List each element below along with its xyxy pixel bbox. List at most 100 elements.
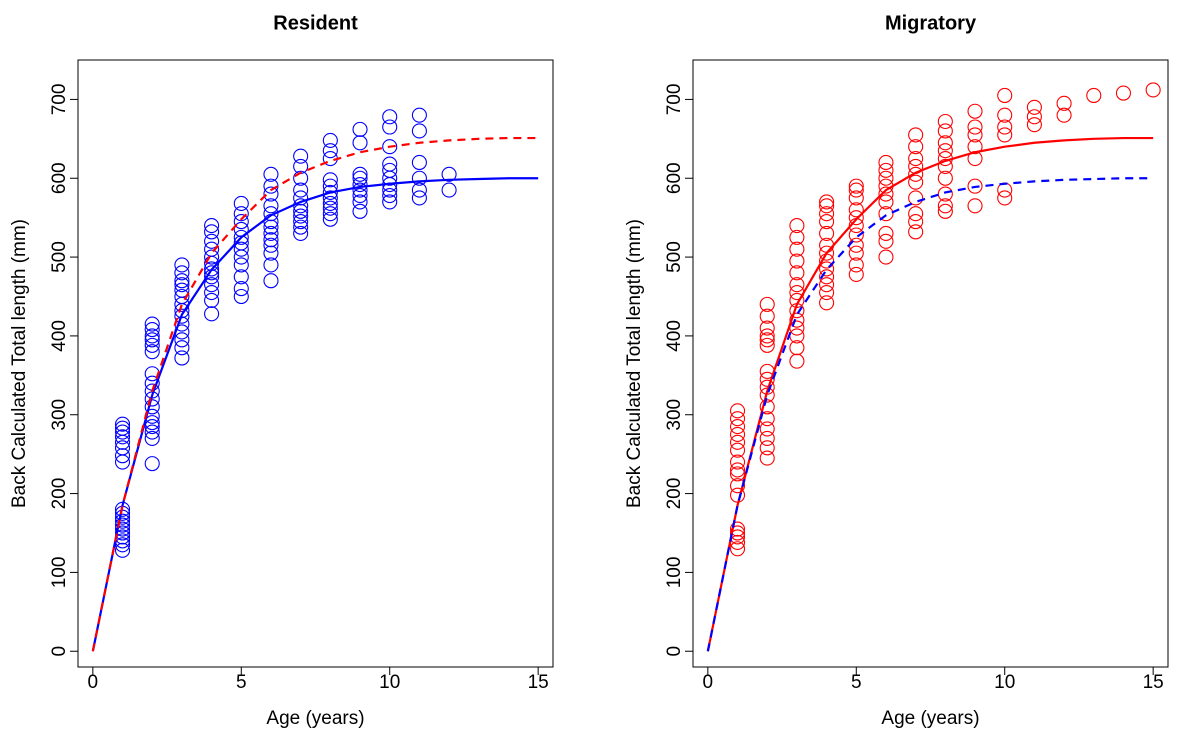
- data-point: [937, 158, 953, 174]
- dashed-curve: [706, 177, 1154, 652]
- data-point: [263, 198, 279, 214]
- data-point: [411, 190, 427, 206]
- data-point: [233, 214, 249, 230]
- y-tick-label: 400: [664, 320, 685, 352]
- y-tick-label: 500: [49, 241, 70, 273]
- data-point: [233, 288, 249, 305]
- data-point: [263, 232, 279, 248]
- data-point: [144, 344, 160, 360]
- data-point: [759, 328, 775, 344]
- data-point: [233, 206, 249, 222]
- data-point: [204, 261, 220, 277]
- data-point: [937, 186, 953, 202]
- data-point: [204, 233, 220, 249]
- data-point: [114, 440, 131, 456]
- data-point: [293, 219, 309, 235]
- data-point: [144, 424, 160, 440]
- data-point: [908, 139, 924, 155]
- plot-box: [77, 59, 554, 668]
- panel: Migratory Age (years) Back Calculated Tota…: [624, 12, 1169, 729]
- data-point: [144, 456, 160, 472]
- data-point: [729, 434, 746, 450]
- x-tick-label: 5: [851, 672, 862, 693]
- data-point: [908, 127, 924, 143]
- data-point: [204, 285, 220, 301]
- data-point: [411, 154, 427, 171]
- data-point: [233, 281, 249, 297]
- data-point: [293, 225, 309, 241]
- data-point: [878, 206, 894, 222]
- x-axis-label: Age (years): [266, 708, 364, 729]
- data-point: [819, 277, 835, 293]
- data-point: [382, 194, 398, 210]
- data-point: [352, 177, 368, 193]
- data-point: [144, 316, 160, 332]
- y-tick-label: 200: [49, 478, 70, 510]
- data-point: [352, 121, 368, 137]
- data-point: [789, 241, 805, 257]
- data-point: [759, 421, 775, 437]
- data-point: [174, 308, 190, 324]
- data-point: [114, 416, 131, 432]
- data-point: [878, 233, 894, 249]
- y-tick-label: 600: [664, 162, 685, 194]
- data-point: [114, 424, 131, 440]
- data-point: [263, 257, 279, 273]
- data-point: [263, 245, 279, 261]
- data-point: [1115, 85, 1132, 101]
- data-point: [174, 265, 190, 281]
- data-point: [729, 411, 746, 427]
- data-point: [263, 166, 279, 182]
- data-point: [322, 206, 338, 222]
- data-point: [352, 170, 368, 186]
- data-point: [233, 241, 249, 257]
- data-point: [878, 194, 894, 210]
- y-tick-label: 100: [49, 557, 70, 589]
- data-point: [789, 265, 805, 281]
- data-point: [997, 119, 1013, 135]
- data-point: [441, 166, 457, 182]
- y-tick-label: 100: [664, 557, 685, 589]
- data-point: [819, 225, 835, 241]
- data-point: [789, 353, 805, 369]
- data-point: [263, 273, 279, 289]
- data-point: [174, 282, 190, 298]
- data-point: [322, 211, 338, 227]
- data-point: [144, 337, 160, 353]
- data-point: [352, 135, 368, 151]
- data-point: [382, 139, 398, 155]
- data-point: [204, 277, 220, 293]
- solid-curve: [91, 177, 539, 652]
- data-point: [382, 156, 398, 172]
- data-point: [322, 143, 338, 159]
- data-point: [848, 245, 864, 261]
- data-point: [263, 186, 279, 202]
- data-point: [937, 123, 953, 139]
- data-point: [322, 190, 338, 206]
- data-point: [204, 224, 220, 240]
- x-axis-label: Age (years): [881, 708, 979, 729]
- data-point: [878, 154, 894, 171]
- data-point: [908, 174, 924, 190]
- data-point: [1026, 117, 1042, 133]
- x-tick-label: 10: [379, 672, 400, 693]
- data-point: [967, 198, 983, 214]
- data-point: [908, 206, 924, 222]
- data-point: [878, 225, 894, 241]
- data-point: [322, 184, 338, 200]
- data-point: [729, 419, 746, 435]
- data-point: [263, 206, 279, 222]
- data-point: [967, 103, 983, 119]
- data-point: [759, 399, 775, 415]
- data-point: [997, 127, 1013, 143]
- data-point: [411, 107, 427, 123]
- data-point: [204, 265, 220, 281]
- data-point: [263, 219, 279, 235]
- data-point: [293, 190, 309, 206]
- data-point: [174, 257, 190, 273]
- data-point: [233, 269, 249, 285]
- data-point: [759, 450, 775, 466]
- data-point: [114, 429, 131, 445]
- data-point: [937, 203, 953, 219]
